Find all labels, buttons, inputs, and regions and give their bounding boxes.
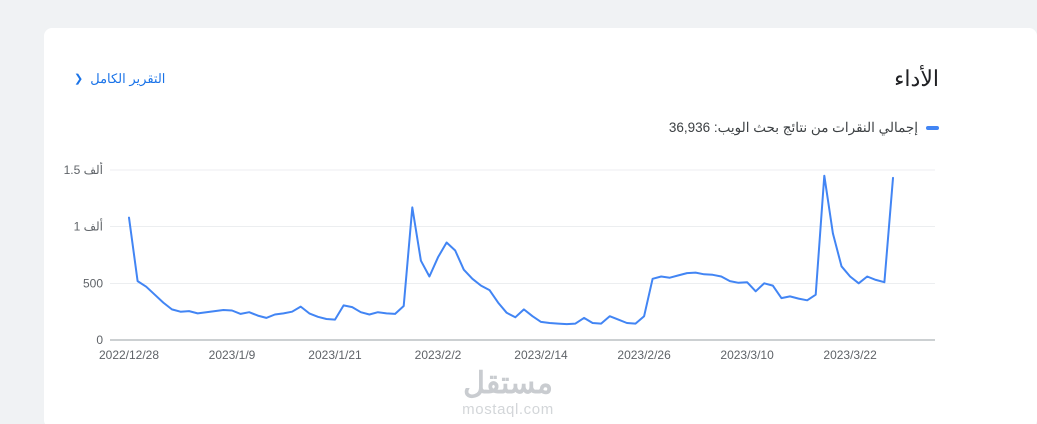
legend-line-marker: [926, 126, 939, 130]
full-report-link-label: التقرير الكامل: [90, 71, 166, 86]
x-axis-tick-label: 2023/2/14: [514, 348, 568, 362]
x-axis-tick-label: 2023/1/9: [209, 348, 256, 362]
legend-total-clicks-label: إجمالي النقرات من نتائج بحث الويب: 36,93…: [668, 120, 918, 135]
x-axis-tick-label: 2022/12/28: [99, 348, 159, 362]
x-axis-tick-label: 2023/2/2: [415, 348, 462, 362]
x-axis-tick-label: 2023/3/10: [720, 348, 774, 362]
x-axis-tick-label: 2023/2/26: [617, 348, 671, 362]
y-axis-tick-label: 1.5 ألف: [64, 162, 103, 177]
y-axis-tick-label: 0: [96, 333, 103, 347]
performance-chart[interactable]: 0 500 1 ألف 1.5 ألف 2022/12/28 2023/1/9 2023/1…: [44, 162, 1037, 372]
x-axis-tick-label: 2023/3/22: [823, 348, 877, 362]
x-axis-tick-label: 2023/1/21: [308, 348, 362, 362]
performance-chart-svg[interactable]: 0 500 1 ألف 1.5 ألف 2022/12/28 2023/1/9 2023/1…: [49, 162, 949, 367]
card-header: الأداء التقرير الكامل ❮: [44, 28, 1037, 94]
chart-legend: إجمالي النقرات من نتائج بحث الويب: 36,93…: [44, 120, 1037, 136]
clicks-line-series: [128, 174, 894, 326]
full-report-link[interactable]: التقرير الكامل ❮: [74, 71, 165, 87]
y-axis-tick-label: 500: [83, 276, 103, 290]
y-axis-tick-label: 1 ألف: [74, 219, 103, 234]
chevron-left-icon: ❮: [74, 72, 84, 85]
page-title: الأداء: [894, 66, 939, 91]
performance-card: الأداء التقرير الكامل ❮ إجمالي النقرات م…: [44, 28, 1037, 424]
